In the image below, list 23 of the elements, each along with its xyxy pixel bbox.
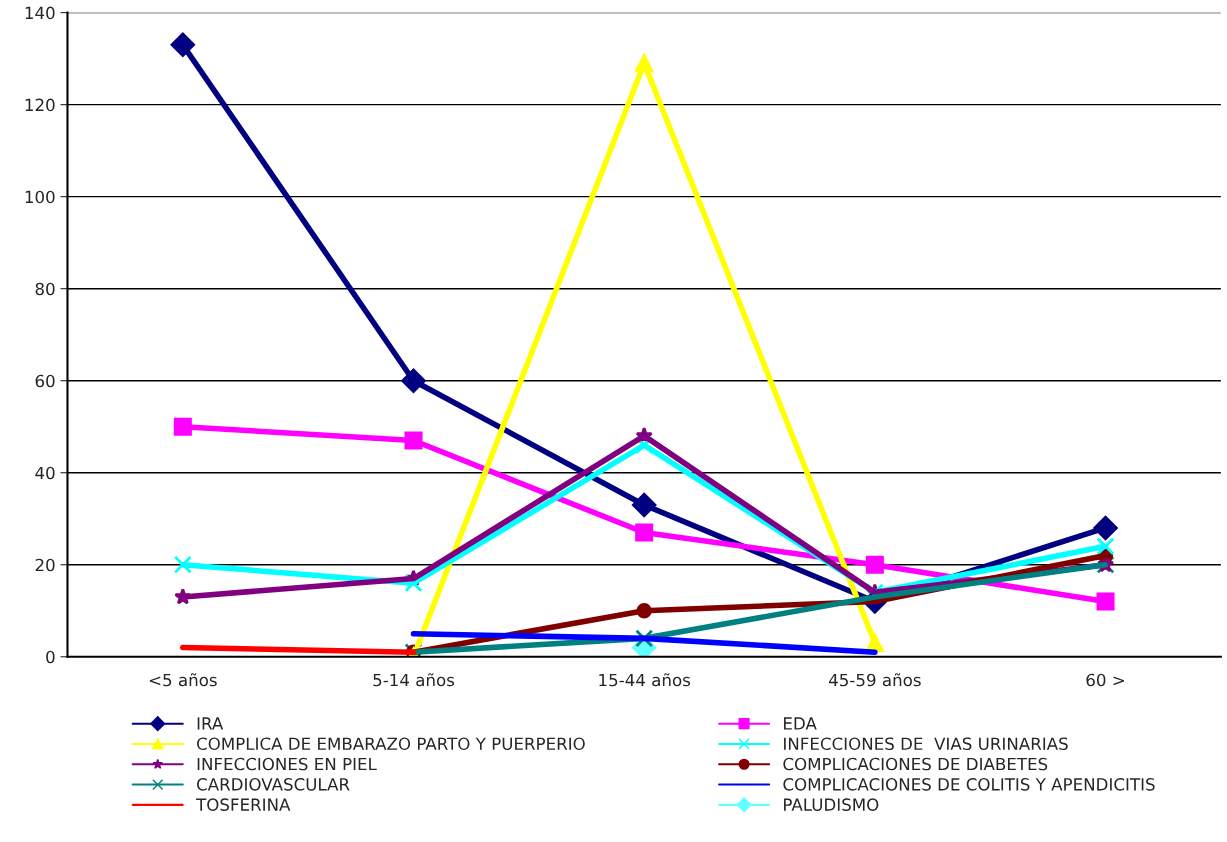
- x-tick-label: 5-14 años: [373, 673, 455, 687]
- y-tick-label: 40: [35, 466, 55, 480]
- legend-label: PALUDISMO: [784, 798, 879, 811]
- x-tick-label: <5 años: [149, 673, 217, 687]
- y-tick-label: 20: [35, 558, 55, 572]
- legend-label: INFECCIONES EN PIEL: [197, 757, 377, 771]
- legend-label: COMPLICA DE EMBARAZO PARTO Y PUERPERIO: [197, 737, 585, 751]
- legend-label: COMPLICACIONES DE DIABETES: [783, 757, 1048, 771]
- x-tick-label: 15-44 años: [599, 673, 691, 687]
- legend-label: INFECCIONES DE VIAS URINARIAS: [784, 737, 1068, 751]
- x-tick-label: 60 >: [1086, 673, 1124, 687]
- legend-label: TOSFERINA: [196, 798, 291, 811]
- y-tick-label: 100: [25, 190, 55, 204]
- legend-label: CARDIOVASCULAR: [197, 778, 350, 791]
- x-tick-label: 45-59 años: [828, 673, 921, 687]
- legend-label: IRA: [197, 717, 224, 730]
- legend-label: EDA: [784, 717, 817, 730]
- y-tick-label: 60: [35, 374, 55, 388]
- y-tick-label: 0: [46, 650, 55, 664]
- y-tick-label: 120: [25, 98, 55, 112]
- legend-label: COMPLICACIONES DE COLITIS Y APENDICITIS: [783, 778, 1155, 791]
- y-tick-label: 80: [35, 282, 55, 296]
- y-tick-label: 140: [25, 6, 55, 20]
